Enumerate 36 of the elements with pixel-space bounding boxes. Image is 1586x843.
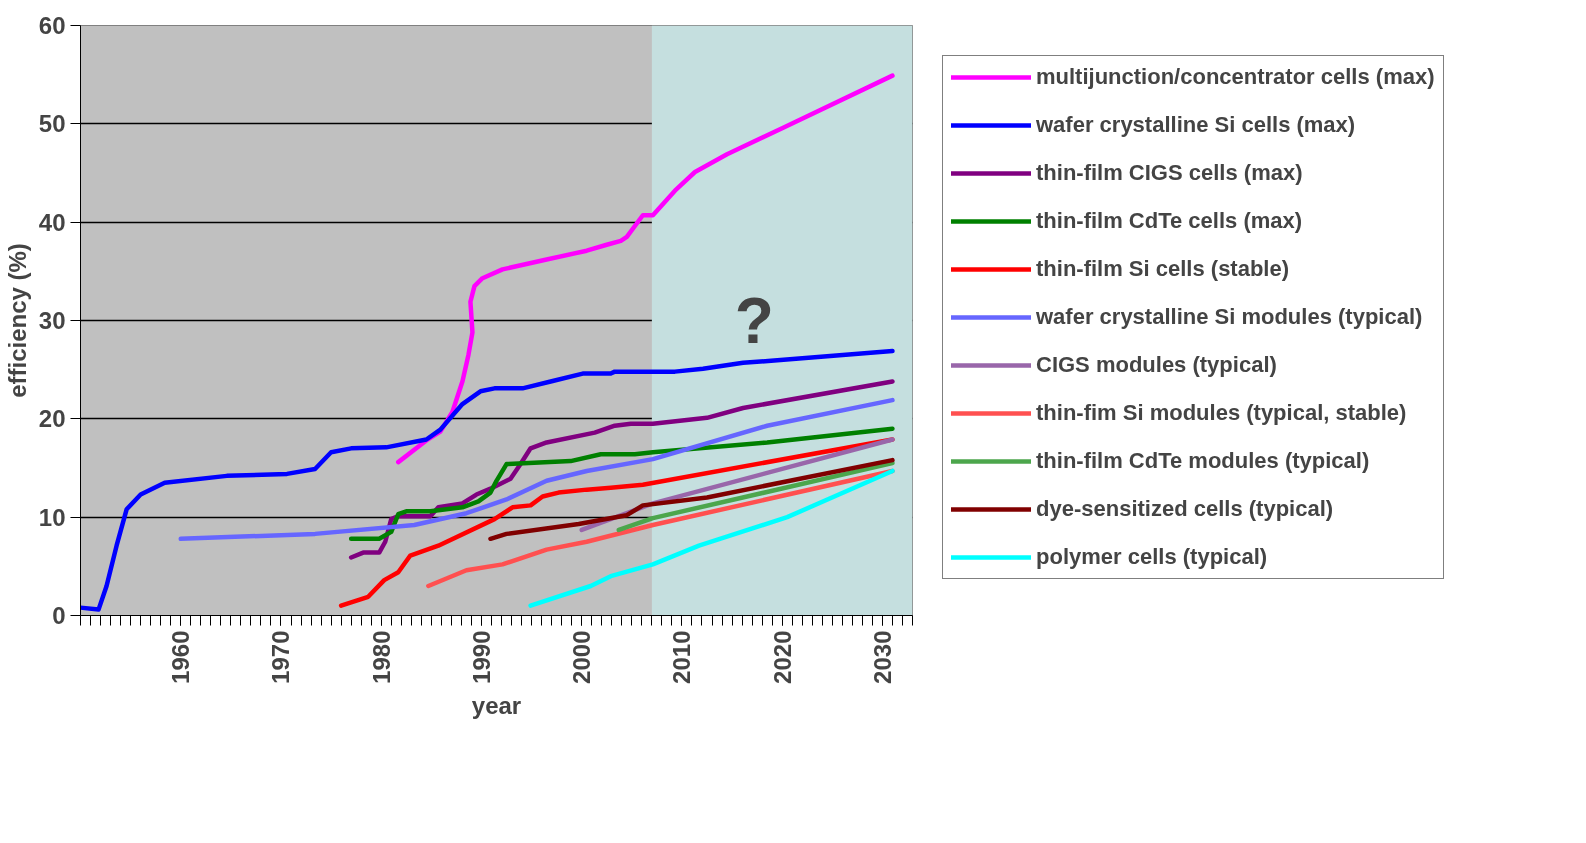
y-axis-title: efficiency (%) — [3, 243, 31, 398]
y-tick-label: 10 — [38, 503, 66, 531]
legend-label: thin-film CdTe modules (typical) — [1036, 448, 1370, 474]
legend-label: dye-sensitized cells (typical) — [1036, 496, 1334, 522]
line-series — [396, 73, 895, 465]
line-series — [348, 379, 895, 560]
x-tick-label: 2020 — [768, 630, 796, 684]
x-tick-label: 1990 — [467, 630, 495, 684]
legend-label: thin-fim Si modules (typical, stable) — [1036, 400, 1407, 426]
line-series — [178, 397, 895, 542]
legend-label: thin-film Si cells (stable) — [1036, 256, 1290, 282]
x-tick-label: 2000 — [568, 630, 596, 684]
x-tick-label: 2030 — [868, 630, 896, 684]
legend-label: CIGS modules (typical) — [1036, 352, 1277, 378]
y-tick-label: 0 — [52, 602, 66, 629]
line-series — [348, 426, 895, 542]
x-tick-label: 1980 — [367, 630, 395, 684]
annotation: ? — [734, 284, 774, 357]
x-axis-title: year — [471, 691, 522, 719]
legend-label: wafer crystalline Si cells (max) — [1036, 112, 1356, 138]
legend-label: thin-film CIGS cells (max) — [1036, 160, 1303, 186]
legend-label: thin-film CdTe cells (max) — [1036, 208, 1303, 234]
legend-label: polymer cells (typical) — [1036, 544, 1268, 570]
legend-label: wafer crystalline Si modules (typical) — [1036, 304, 1423, 330]
line-series — [80, 348, 895, 612]
x-tick-label: 1960 — [167, 630, 195, 684]
line-series — [528, 468, 895, 608]
y-tick-label: 30 — [38, 307, 66, 334]
x-tick-label: 1970 — [267, 630, 295, 684]
x-tick-label: 2010 — [668, 630, 696, 684]
y-tick-label: 50 — [38, 110, 66, 138]
y-tick-label: 60 — [38, 12, 66, 39]
line-series — [488, 457, 895, 542]
y-tick-label: 40 — [38, 208, 66, 236]
legend-label: multijunction/concentrator cells (max) — [1036, 64, 1435, 90]
y-tick-label: 20 — [38, 405, 66, 433]
